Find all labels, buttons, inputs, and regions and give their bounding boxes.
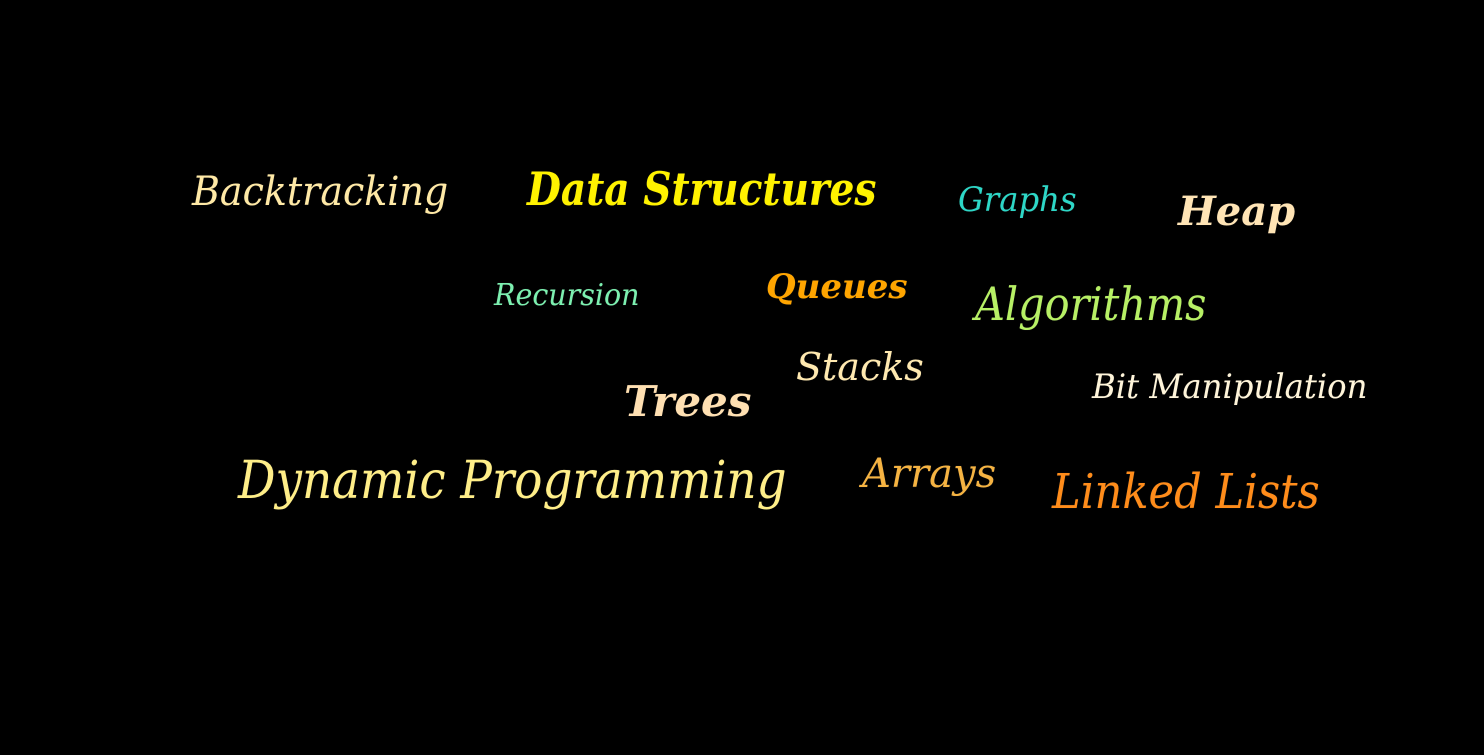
- word-heap: Heap: [1178, 188, 1296, 235]
- word-graphs: Graphs: [958, 180, 1077, 220]
- word-arrays: Arrays: [862, 451, 997, 497]
- word-dynamic-programming: Dynamic Programming: [238, 451, 787, 511]
- word-trees: Trees: [624, 377, 752, 426]
- word-data-structures: Data Structures: [527, 162, 877, 216]
- word-algorithms: Algorithms: [975, 277, 1207, 331]
- word-backtracking: Backtracking: [192, 169, 449, 215]
- word-stacks: Stacks: [796, 345, 924, 389]
- word-linked-lists: Linked Lists: [1052, 464, 1320, 520]
- word-recursion: Recursion: [494, 278, 640, 313]
- word-queues: Queues: [766, 267, 908, 307]
- word-bit-manipulation: Bit Manipulation: [1092, 367, 1368, 407]
